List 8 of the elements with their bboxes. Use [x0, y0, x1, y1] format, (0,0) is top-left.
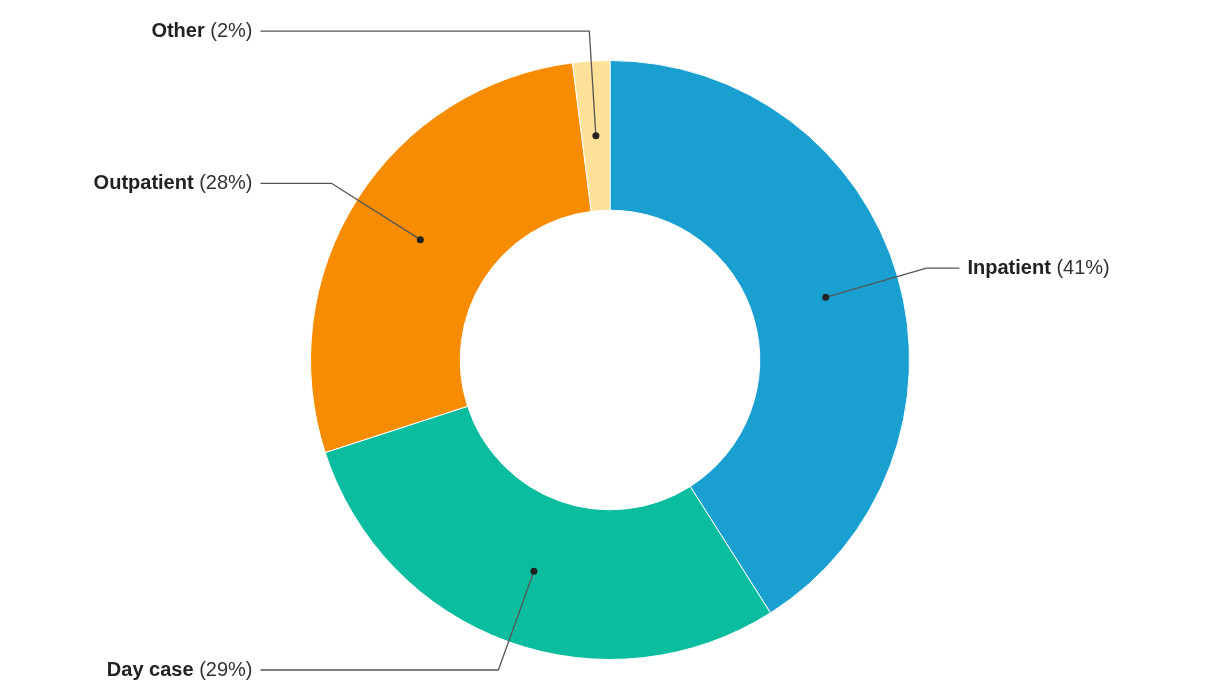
data-label: (41%) [1050, 255, 1110, 278]
data-label: (29%) [193, 657, 253, 680]
slice-label: Day case [106, 657, 194, 680]
slice-label: Outpatient [93, 170, 194, 193]
data-label: (28%) [193, 170, 253, 193]
slice-label: Other [151, 18, 205, 41]
slice-label: Inpatient [967, 255, 1052, 278]
data-label: (2%) [204, 18, 253, 41]
